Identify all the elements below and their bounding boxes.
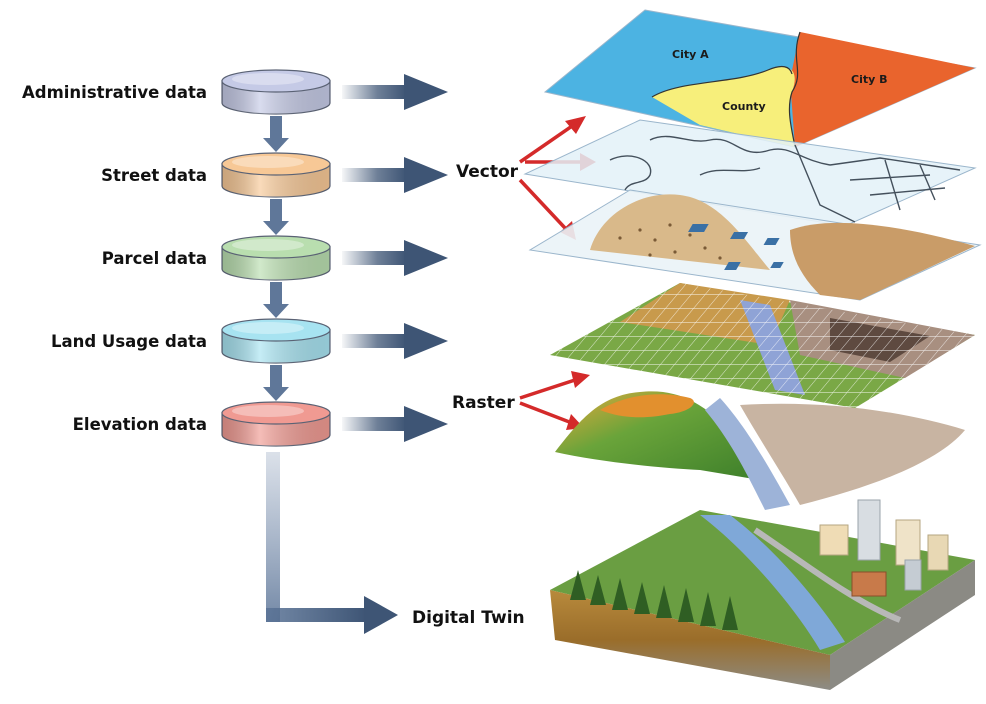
elevation-data-flow-arrow [342, 406, 448, 442]
city-b-label: City B [851, 73, 888, 86]
elevation-data-label: Elevation data [73, 415, 207, 434]
vector-label: Vector [456, 162, 519, 182]
administrative-data-flow-arrow [342, 74, 448, 110]
digital-twin-connector-arrow [266, 452, 398, 634]
down-arrow [263, 116, 289, 152]
administrative-map-layer: City A City B County [543, 9, 977, 148]
land-usage-data-flow-arrow [342, 323, 448, 359]
land-usage-data-cylinder [221, 318, 331, 364]
down-arrow [263, 365, 289, 401]
down-arrow [263, 199, 289, 235]
raster-label: Raster [452, 393, 515, 413]
street-data-label: Street data [101, 166, 207, 185]
parcel-map-layer [528, 189, 982, 301]
raster-red-arrows [519, 371, 590, 430]
street-data-flow-arrow [342, 157, 448, 193]
land-usage-raster-layer [550, 283, 975, 408]
city-a-label: City A [672, 48, 709, 61]
parcel-data-label: Parcel data [102, 249, 207, 268]
elevation-terrain-layer [555, 391, 965, 510]
digital-twin-3d-model [550, 499, 975, 690]
street-data-cylinder [221, 152, 331, 198]
parcel-data-flow-arrow [342, 240, 448, 276]
down-arrow [263, 282, 289, 318]
administrative-data-cylinder [221, 69, 331, 115]
digital-twin-label: Digital Twin [412, 608, 525, 628]
parcel-data-cylinder [221, 235, 331, 281]
land-usage-data-label: Land Usage data [51, 332, 207, 351]
administrative-data-label: Administrative data [22, 83, 207, 102]
county-label: County [722, 100, 766, 113]
elevation-data-cylinder [221, 401, 331, 447]
data-layer-stack: Administrative data Street data Parcel dat… [22, 69, 448, 447]
